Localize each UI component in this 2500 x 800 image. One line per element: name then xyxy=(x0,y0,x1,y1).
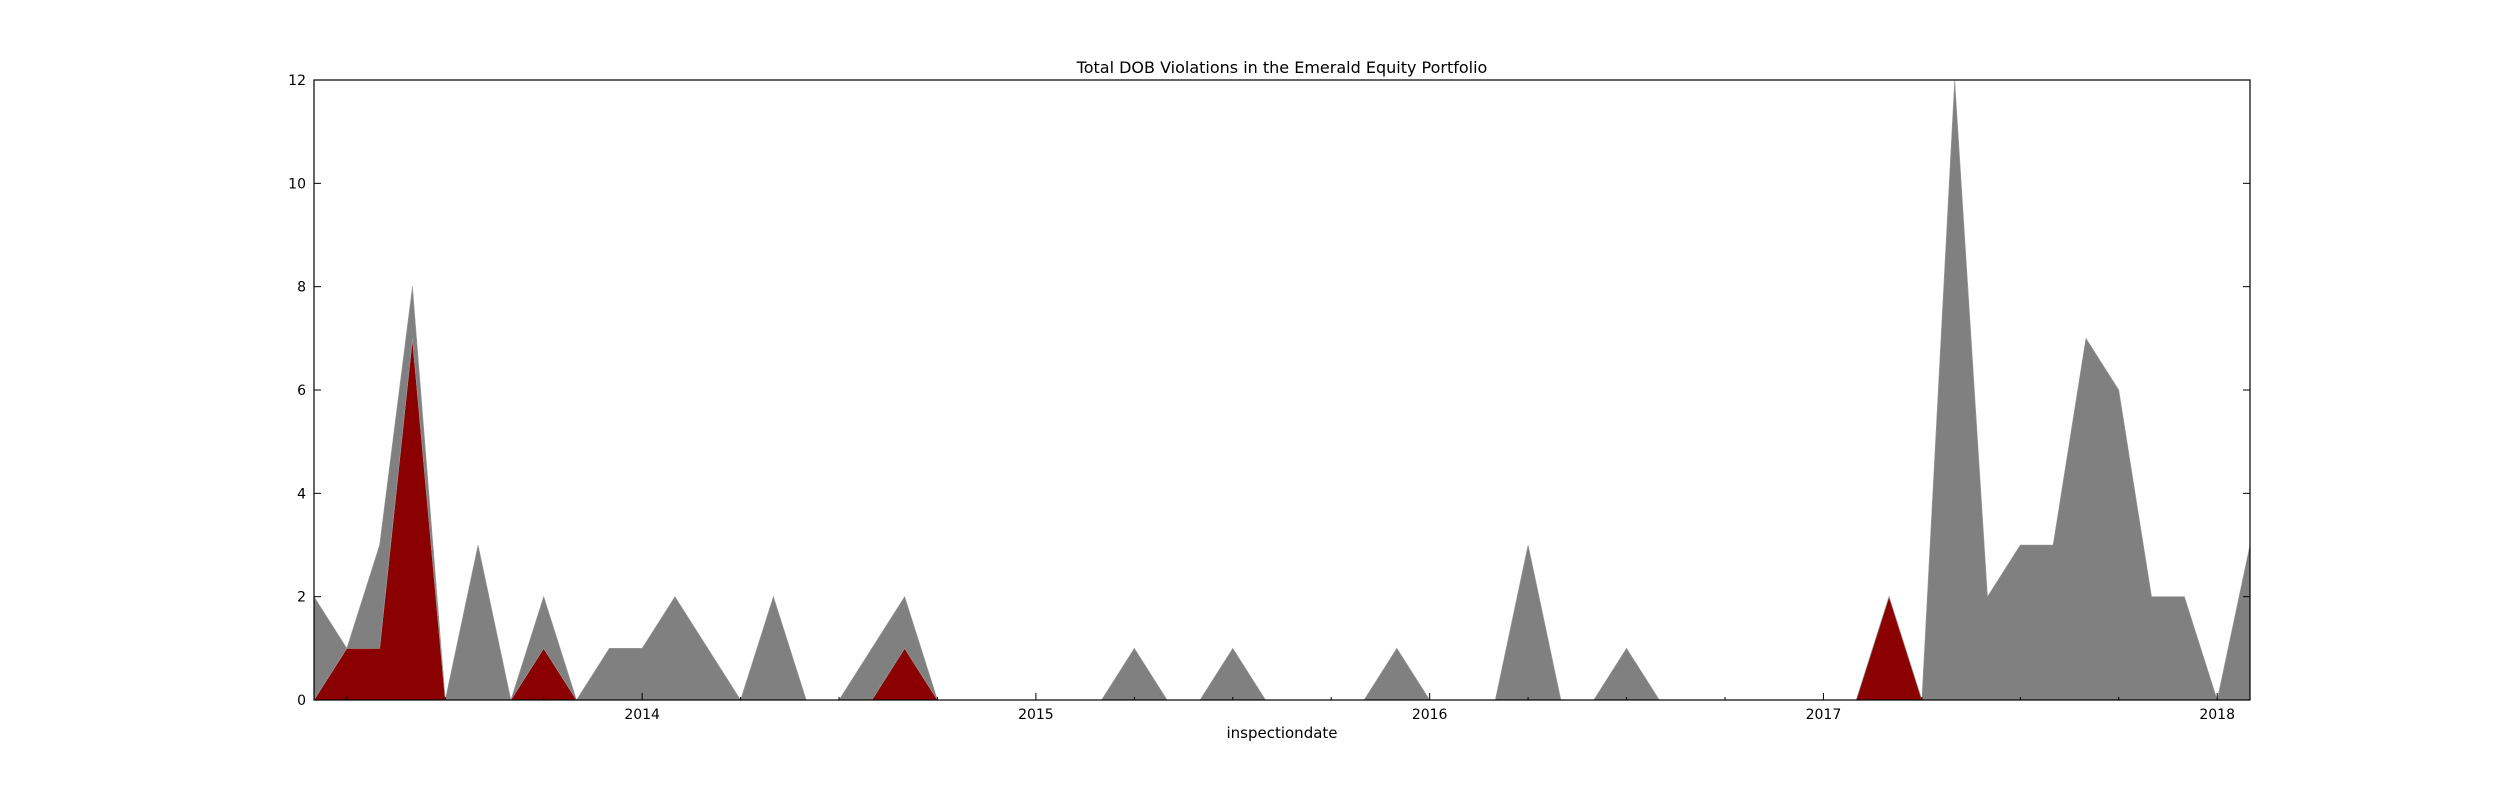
y-axis: 0 2 4 6 8 10 12 xyxy=(288,73,2250,709)
y-tick-label: 4 xyxy=(297,486,306,502)
y-tick-label: 10 xyxy=(288,176,306,192)
x-tick-label: 2017 xyxy=(1806,707,1842,723)
y-tick-label: 0 xyxy=(297,693,306,709)
y-tick-label: 12 xyxy=(288,73,306,89)
area-series-1 xyxy=(313,79,2251,702)
y-tick-label: 6 xyxy=(297,383,306,399)
y-tick-label: 2 xyxy=(297,590,306,606)
x-axis: 2014 2015 2016 2017 2018 xyxy=(346,693,2235,723)
x-axis-label: inspectiondate xyxy=(1226,724,1337,742)
y-tick-label: 8 xyxy=(297,280,306,296)
x-tick-label: 2015 xyxy=(1018,707,1054,723)
chart-title: Total DOB Violations in the Emerald Equi… xyxy=(1076,58,1488,77)
x-tick-label: 2014 xyxy=(624,707,660,723)
x-tick-label: 2016 xyxy=(1412,707,1448,723)
plot-frame xyxy=(313,79,2251,701)
plot-area xyxy=(313,79,2251,702)
x-tick-label: 2018 xyxy=(2199,707,2235,723)
